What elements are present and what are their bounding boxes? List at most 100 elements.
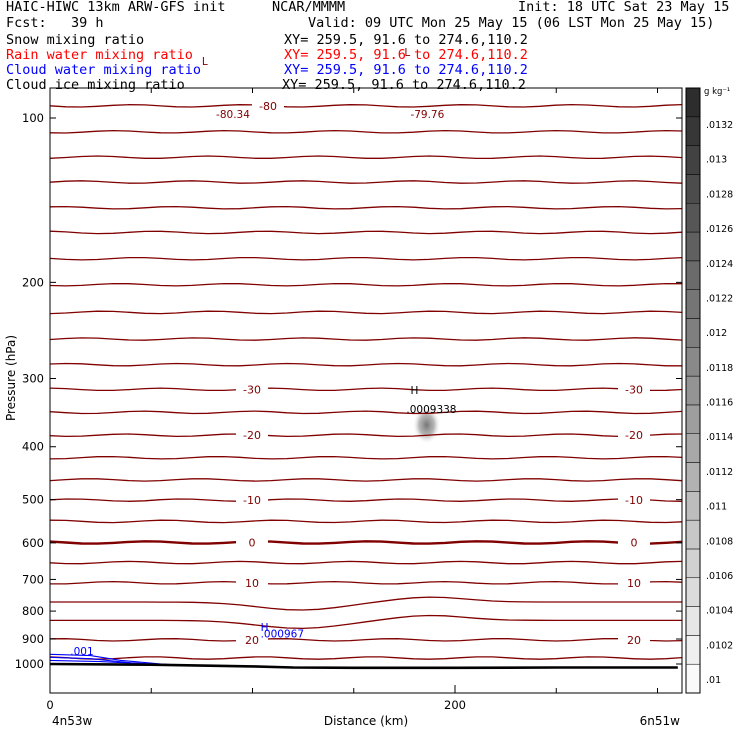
isotherm-line <box>49 478 683 482</box>
colorbar-swatch <box>685 231 701 262</box>
colorbar-swatch <box>685 87 701 118</box>
colorbar-swatch <box>685 289 701 319</box>
colorbar-label: .0132 <box>706 120 733 131</box>
isotherm-label-bg <box>618 493 650 508</box>
isotherm-label-bg <box>236 382 268 397</box>
colorbar-label: .01 <box>706 675 721 686</box>
isotherm-label-bg <box>618 428 650 443</box>
model-title: HAIC-HIWC 13km ARW-GFS init <box>6 0 226 15</box>
isotherm-line <box>49 519 683 524</box>
colorbar-label: .0104 <box>706 606 733 617</box>
isotherm-label-bg <box>236 632 268 647</box>
isotherm-label: -10 <box>625 494 643 507</box>
isotherm-line <box>49 410 683 415</box>
contour-annotation: .001 <box>70 646 93 658</box>
field-xy-rain: XY= 259.5, 91.6 to 274.6,110.2 <box>284 47 528 63</box>
colorbar-label: .0124 <box>706 259 733 270</box>
colorbar-swatch <box>685 174 701 204</box>
colorbar-swatch <box>685 202 701 233</box>
isotherm-line <box>49 638 683 642</box>
colorbar-label: .0128 <box>706 189 733 200</box>
isotherm-line <box>49 433 683 438</box>
surface-pressure-line <box>49 662 678 670</box>
isotherm-line <box>49 387 683 392</box>
x-tick-label: 200 <box>444 698 466 712</box>
isotherm-label-bg <box>252 98 284 113</box>
isotherm-label: -20 <box>625 429 643 442</box>
colorbar-swatch <box>685 433 701 463</box>
x-end-label-right: 6n51w <box>640 714 681 728</box>
colorbar-swatch <box>685 663 701 694</box>
isotherm-line <box>50 596 682 611</box>
colorbar-swatch <box>685 375 701 406</box>
colorbar-label: .0102 <box>706 640 733 651</box>
contour-annotation: H <box>261 622 269 634</box>
colorbar-frame <box>685 87 701 694</box>
colorbar: .01 .0102 .0104 .0106 .0108 .011 .0112 .0114 .01… <box>685 87 733 694</box>
y-axis-label: Pressure (hPa) <box>4 335 18 421</box>
y-tick-label: 1000 <box>15 657 44 671</box>
isotherm-line <box>49 362 682 367</box>
isotherm-label-bg <box>618 535 650 550</box>
isotherm-label-bg <box>618 632 650 647</box>
x-tick-label: 0 <box>46 698 53 712</box>
isotherm-label: -80 <box>259 100 277 113</box>
isotherm-line <box>49 256 683 261</box>
contour-annotation: L <box>202 56 208 68</box>
isotherm-line <box>49 230 683 235</box>
colorbar-label: .0116 <box>706 398 733 409</box>
field-xy-snow: XY= 259.5, 91.6 to 274.6,110.2 <box>284 32 528 48</box>
contour-annotation: .0009338 <box>406 404 456 416</box>
isotherm-line <box>49 282 683 287</box>
field-name-cloud-water: Cloud water mixing ratio <box>6 62 202 78</box>
colorbar-label: .0122 <box>706 293 733 304</box>
forecast-hour: Fcst: 39 h <box>6 15 104 31</box>
contour-annotation: L <box>404 47 410 59</box>
plot-frame <box>49 87 683 694</box>
colorbar-unit: g kg⁻¹ <box>704 87 730 97</box>
isotherm-label-bg <box>236 575 268 590</box>
y-tick-label: 900 <box>22 632 44 646</box>
field-xy-cloud-ice: XY= 259.5, 91.6 to 274.6,110.2 <box>282 77 526 93</box>
colorbar-label: .0106 <box>706 571 733 582</box>
colorbar-label: .0126 <box>706 224 733 235</box>
isotherm-line <box>49 103 683 108</box>
colorbar-label: .011 <box>706 502 727 513</box>
y-tick-label: 100 <box>22 111 44 125</box>
isotherm-line <box>49 560 683 565</box>
colorbar-swatch <box>685 404 701 434</box>
isotherm-label-bg <box>618 382 650 397</box>
x-end-label-left: 4n53w <box>52 714 93 728</box>
valid-time: Valid: 09 UTC Mon 25 May 15 (06 LST Mon … <box>308 15 715 31</box>
isotherm-label: 0 <box>249 536 256 549</box>
colorbar-swatch <box>685 145 701 175</box>
contour-annotation: -79.76 <box>410 109 444 121</box>
org-label: NCAR/MMMM <box>272 0 346 15</box>
isotherm-line <box>50 580 683 585</box>
colorbar-swatch <box>685 116 701 146</box>
isotherm-label: 0 <box>631 536 638 549</box>
colorbar-swatch <box>685 548 701 579</box>
isotherm-line <box>49 129 683 134</box>
isotherm-label-bg <box>236 428 268 443</box>
y-tick-label: 600 <box>22 536 44 550</box>
y-tick-label: 200 <box>22 275 44 289</box>
colorbar-swatch <box>685 318 701 348</box>
colorbar-swatch <box>685 635 701 665</box>
colorbar-label: .012 <box>706 328 727 339</box>
isotherm-line <box>49 310 683 315</box>
isotherm-label: -20 <box>243 429 261 442</box>
colorbar-label: .0108 <box>706 536 733 547</box>
isotherm-line <box>49 180 683 184</box>
init-time: Init: 18 UTC Sat 23 May 15 <box>518 0 730 15</box>
isotherm-label: 20 <box>245 634 259 647</box>
colorbar-swatch <box>685 260 701 290</box>
colorbar-swatch <box>685 462 701 492</box>
y-tick-label: 700 <box>22 572 44 586</box>
y-tick-label: 400 <box>22 440 44 454</box>
contour-annotation: .000967 <box>261 629 304 641</box>
isotherm-label-bg <box>236 535 268 550</box>
isotherm-layer: -80 -30 -30 -20 -20 -10 -10 0 0 10 10 20 20 <box>49 98 683 660</box>
